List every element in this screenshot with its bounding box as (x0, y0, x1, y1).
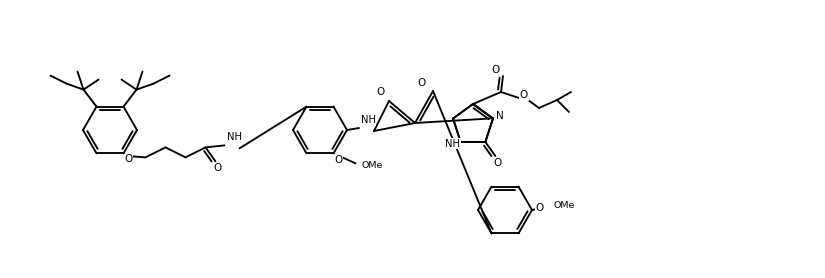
Text: O: O (417, 78, 425, 88)
Text: NH: NH (446, 139, 460, 149)
Text: NH: NH (227, 132, 242, 142)
Text: O: O (125, 154, 133, 164)
Text: O: O (520, 90, 528, 100)
Text: OMe: OMe (554, 202, 575, 210)
Text: OMe: OMe (361, 161, 383, 170)
Text: O: O (491, 65, 499, 75)
Text: NH: NH (361, 115, 375, 125)
Text: O: O (334, 155, 342, 165)
Text: O: O (376, 87, 384, 97)
Text: N: N (496, 111, 504, 120)
Text: O: O (214, 163, 222, 173)
Text: O: O (493, 158, 502, 168)
Text: O: O (536, 203, 544, 213)
